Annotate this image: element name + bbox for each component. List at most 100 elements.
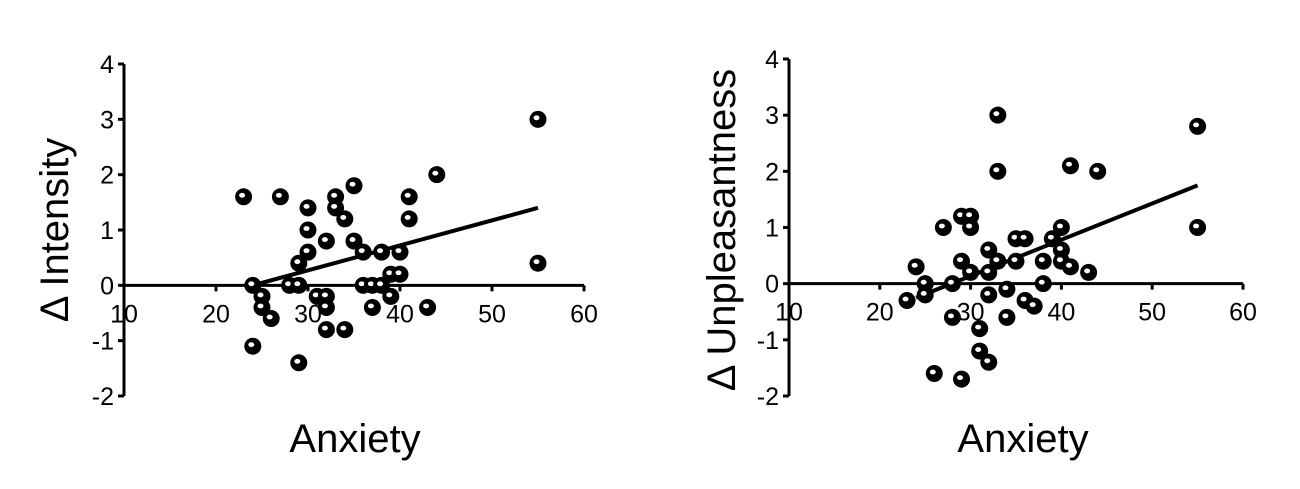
y-tick-label: 3: [100, 106, 114, 134]
y-tick-label: -1: [757, 327, 779, 355]
data-point-highlight: [1020, 296, 1027, 302]
data-point-highlight: [266, 314, 273, 320]
data-point-highlight: [1029, 302, 1036, 308]
data-point-highlight: [1020, 234, 1027, 240]
data-point: [989, 106, 1007, 124]
data-point-highlight: [248, 342, 255, 348]
data-point-highlight: [1084, 268, 1091, 274]
data-point-highlight: [1056, 246, 1063, 251]
data-point-highlight: [404, 192, 411, 198]
data-point-highlight: [984, 358, 991, 364]
data-point-highlight: [957, 375, 964, 381]
x-tick-label: 20: [202, 300, 230, 328]
data-point-highlight: [257, 303, 264, 309]
data-point: [1061, 258, 1079, 276]
data-point-highlight: [367, 281, 374, 287]
data-point-highlight: [1047, 234, 1054, 240]
data-point: [1016, 230, 1034, 248]
data-point-highlight: [1093, 167, 1100, 173]
data-point: [290, 276, 308, 294]
data-point: [934, 219, 952, 236]
data-point: [1034, 252, 1052, 270]
data-point-highlight: [358, 281, 365, 287]
data-point-highlight: [993, 167, 1000, 173]
data-point-highlight: [1038, 279, 1045, 285]
data-point-highlight: [321, 303, 328, 309]
data-point: [345, 177, 363, 195]
data-point-highlight: [321, 325, 328, 331]
data-point-highlight: [1056, 257, 1063, 263]
data-point-highlight: [303, 248, 310, 254]
y-tick-label: -2: [92, 383, 114, 411]
data-point: [290, 354, 308, 372]
data-point-highlight: [248, 281, 255, 287]
data-point-highlight: [947, 279, 954, 285]
data-point: [428, 166, 446, 184]
y-tick-label: 4: [765, 46, 779, 74]
data-point: [382, 287, 400, 305]
data-point-highlight: [312, 292, 319, 298]
data-point-highlight: [349, 237, 356, 242]
data-point-highlight: [423, 303, 430, 309]
x-tick-label: 10: [110, 300, 138, 328]
data-point: [299, 199, 317, 217]
data-point-highlight: [340, 215, 347, 220]
data-point-highlight: [938, 223, 945, 229]
data-point-highlight: [975, 324, 982, 330]
data-point: [1061, 157, 1079, 175]
y-tick-label: -2: [757, 383, 779, 411]
data-point-highlight: [294, 281, 301, 287]
data-point-highlight: [1011, 257, 1018, 263]
data-point: [529, 254, 547, 272]
data-point-highlight: [395, 248, 402, 254]
data-point: [925, 365, 943, 383]
data-point-highlight: [993, 111, 1000, 117]
x-tick-label: 20: [866, 299, 894, 327]
data-point-highlight: [957, 212, 964, 218]
data-point-highlight: [966, 212, 973, 218]
data-point: [317, 321, 335, 339]
data-point: [989, 162, 1007, 180]
data-point-highlight: [947, 313, 954, 319]
data-point-highlight: [275, 192, 282, 198]
data-point: [244, 337, 262, 355]
data-point-highlight: [911, 262, 918, 268]
data-point-highlight: [984, 291, 991, 296]
data-point: [336, 321, 354, 339]
data-point: [235, 188, 253, 206]
data-point: [1034, 275, 1052, 293]
data-point-highlight: [377, 281, 384, 287]
data-point-highlight: [984, 246, 991, 251]
data-point: [262, 310, 280, 328]
data-point-highlight: [1002, 285, 1009, 291]
data-point-highlight: [1038, 257, 1045, 263]
x-tick-label: 60: [1229, 299, 1257, 327]
data-point: [980, 353, 998, 371]
y-tick-label: 1: [765, 215, 779, 243]
data-point-highlight: [1011, 234, 1018, 240]
data-point-highlight: [377, 248, 384, 254]
data-point: [363, 298, 381, 316]
data-point-highlight: [966, 223, 973, 229]
data-point-highlight: [358, 248, 365, 254]
data-point: [1189, 219, 1207, 236]
data-point: [916, 286, 934, 304]
data-point-highlight: [239, 192, 246, 198]
data-point-highlight: [1056, 223, 1063, 229]
data-point-highlight: [957, 257, 964, 263]
data-point-highlight: [533, 115, 540, 121]
data-point: [1080, 263, 1098, 281]
data-point: [400, 188, 418, 206]
data-point: [962, 219, 980, 236]
data-point: [317, 232, 335, 250]
data-point: [980, 286, 998, 304]
data-point: [1089, 162, 1107, 180]
data-point-highlight: [533, 259, 540, 265]
data-point-highlight: [966, 268, 973, 274]
data-point: [1189, 117, 1207, 135]
data-point-highlight: [386, 292, 393, 298]
data-point: [943, 308, 961, 326]
y-axis-title: Δ Intensity: [33, 138, 77, 323]
data-point-highlight: [257, 292, 264, 298]
